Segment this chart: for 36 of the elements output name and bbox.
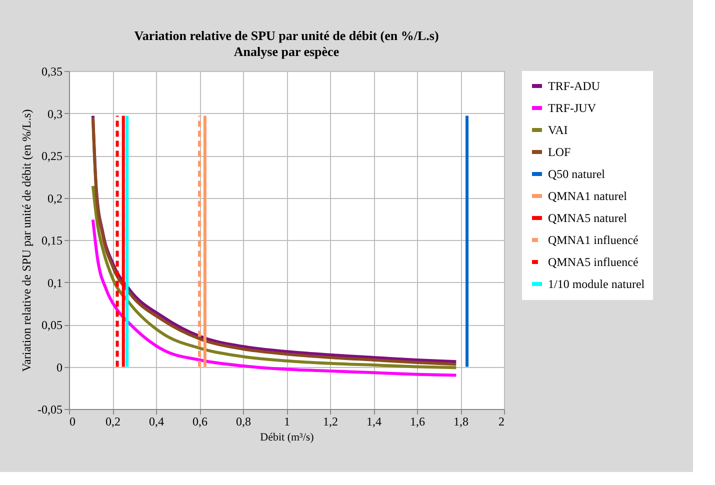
- x-tick-label: 1,2: [323, 414, 338, 428]
- y-tick-label: 0,2: [48, 191, 62, 206]
- line-series: [91, 184, 458, 370]
- legend-label: LOF: [548, 145, 571, 159]
- x-tick-label: 2: [498, 414, 504, 428]
- x-tick-label: 0: [70, 414, 76, 428]
- x-tick-label: 0,2: [106, 414, 120, 428]
- chart-title: Variation relative de SPU par unité de débit (en %/L.s): [134, 28, 439, 43]
- chart-subtitle: Analyse par espèce: [234, 44, 340, 59]
- x-tick-label: 1,8: [454, 414, 468, 428]
- x-axis-title: Débit (m³/s): [260, 432, 314, 444]
- y-tick-label: 0,3: [48, 106, 62, 121]
- y-axis-title: Variation relative de SPU par unité de débit (en %/L.s): [20, 109, 34, 372]
- legend-label: QMNA5 naturel: [548, 211, 628, 225]
- line-series: [91, 218, 458, 377]
- legend-label: QMNA5 influencé: [548, 255, 638, 269]
- legend-label: TRF-JUV: [548, 101, 596, 115]
- legend-label: 1/10 module naturel: [548, 277, 646, 291]
- x-tick-label: 0,4: [149, 414, 164, 428]
- legend-label: Q50 naturel: [548, 167, 606, 181]
- x-tick-label: 0,8: [236, 414, 251, 428]
- y-tick-label: -0,05: [38, 402, 62, 416]
- legend-label: VAI: [548, 123, 568, 137]
- legend-label: QMNA1 naturel: [548, 189, 628, 203]
- x-tick-label: 1,4: [366, 414, 382, 428]
- y-tick-label: 0: [56, 360, 62, 374]
- legend-label: QMNA1 influencé: [548, 233, 638, 247]
- x-tick-label: 0,6: [192, 414, 208, 428]
- legend-label: TRF-ADU: [548, 79, 600, 93]
- x-tick-label: 1,6: [410, 414, 425, 428]
- y-tick-label: 0,05: [42, 318, 62, 332]
- x-tick-label: 1: [284, 414, 290, 428]
- y-tick-label: 0,15: [42, 234, 62, 248]
- y-tick-label: 0,1: [48, 276, 62, 290]
- y-tick-label: 0,25: [42, 149, 62, 163]
- y-tick-label: 0,35: [42, 64, 62, 78]
